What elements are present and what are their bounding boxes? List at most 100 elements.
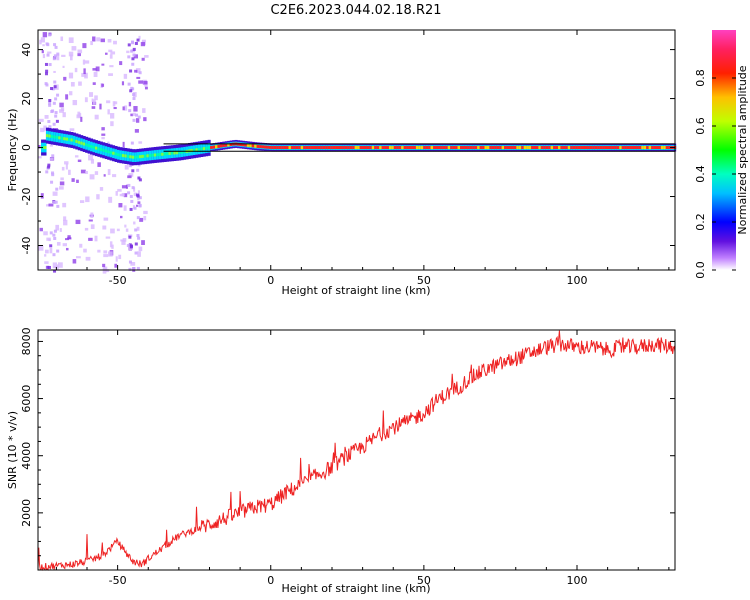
noise-cell	[49, 244, 53, 248]
noise-cell	[134, 129, 139, 133]
noise-cell	[143, 210, 148, 215]
noise-cell	[74, 155, 79, 158]
signal-core	[567, 146, 571, 150]
signal-core	[335, 146, 339, 150]
noise-cell	[135, 193, 139, 197]
signal-core	[408, 146, 412, 150]
noise-cell	[56, 52, 60, 56]
noise-cell	[54, 97, 58, 101]
noise-cell	[138, 204, 142, 208]
signal-core	[636, 146, 640, 150]
signal-core	[460, 146, 464, 150]
signal-core	[141, 154, 145, 158]
noise-cell	[78, 113, 82, 118]
colorbar-ticks: 0.0 0.2 0.4 0.6 0.8	[694, 69, 736, 279]
noise-cell	[46, 237, 51, 241]
noise-cell	[143, 117, 147, 122]
noise-cell	[53, 70, 56, 73]
noise-cell	[108, 49, 113, 53]
noise-cell	[50, 87, 54, 91]
spectrogram-y-tick-label: -20	[20, 188, 33, 206]
noise-cell	[103, 174, 106, 177]
colorbar-tick-label: 0.2	[694, 213, 707, 231]
signal-core	[641, 146, 645, 150]
noise-cell	[59, 102, 64, 108]
signal-core	[63, 137, 67, 141]
signal-core	[545, 146, 549, 150]
noise-cell	[52, 253, 56, 257]
signal-core	[535, 146, 539, 150]
signal-core	[244, 143, 248, 147]
colorbar-title: Normalized spectral amplitude	[736, 65, 749, 234]
noise-cell	[138, 35, 141, 40]
signal-core	[560, 146, 564, 150]
noise-cell	[42, 44, 45, 47]
signal-core	[411, 146, 415, 150]
signal-core	[663, 146, 667, 150]
noise-cell	[44, 115, 49, 119]
signal-core	[388, 146, 392, 150]
signal-core	[251, 144, 255, 148]
signal-core	[281, 146, 285, 150]
noise-cell	[62, 65, 65, 68]
signal-core	[420, 146, 424, 150]
noise-cell	[49, 157, 54, 160]
noise-cell	[125, 228, 129, 232]
signal-core	[584, 146, 588, 150]
signal-core	[477, 146, 481, 150]
noise-cell	[68, 37, 74, 43]
signal-core	[631, 146, 635, 150]
signal-core	[445, 146, 449, 150]
signal-core	[276, 146, 280, 150]
signal-core	[352, 146, 356, 150]
signal-core	[229, 143, 233, 147]
noise-cell	[38, 118, 44, 122]
noise-cell	[45, 72, 49, 76]
signal-core	[246, 143, 250, 147]
signal-core	[114, 152, 118, 156]
signal-core	[327, 146, 331, 150]
noise-cell	[94, 235, 98, 242]
signal-core	[298, 146, 302, 150]
noise-cell	[53, 54, 57, 58]
signal-core	[330, 146, 334, 150]
noise-cell	[40, 127, 45, 133]
noise-cell	[56, 242, 61, 246]
noise-cell	[105, 269, 110, 273]
noise-cell	[125, 184, 129, 189]
noise-cell	[128, 260, 132, 264]
signal-core	[153, 153, 157, 157]
noise-cell	[118, 203, 123, 208]
signal-core	[668, 146, 672, 150]
noise-cell	[59, 186, 64, 190]
signal-core	[273, 146, 277, 150]
signal-core	[562, 146, 566, 150]
noise-cell	[48, 101, 52, 105]
noise-cell	[132, 93, 136, 97]
signal-core	[379, 146, 383, 150]
noise-cell	[136, 76, 141, 79]
noise-cell	[137, 190, 140, 196]
signal-core	[222, 144, 226, 148]
noise-cell	[56, 93, 60, 97]
signal-core	[548, 146, 552, 150]
signal-core	[43, 146, 47, 150]
noise-cell	[136, 38, 140, 42]
noise-cell	[43, 231, 48, 236]
signal-core	[259, 145, 263, 149]
noise-cell	[135, 118, 140, 123]
noise-cell	[138, 178, 142, 182]
signal-core	[72, 139, 76, 143]
signal-core	[656, 146, 660, 150]
noise-cell	[101, 83, 105, 87]
noise-cell	[93, 71, 98, 77]
noise-cell	[55, 119, 59, 123]
noise-cell	[110, 113, 115, 119]
noise-cell	[127, 175, 132, 179]
signal-core	[366, 146, 370, 150]
noise-cell	[99, 103, 102, 110]
noise-cell	[75, 256, 81, 259]
noise-cell	[97, 249, 101, 253]
noise-cell	[133, 221, 136, 225]
signal-core	[455, 146, 459, 150]
